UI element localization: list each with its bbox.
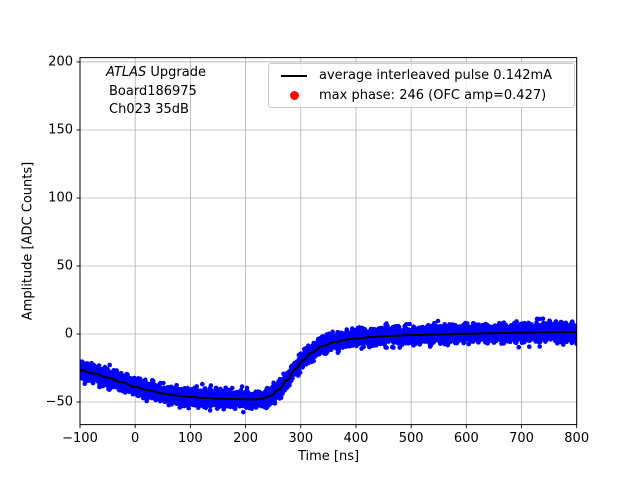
y-tick-label: 150 [48, 122, 73, 138]
x-tick-label: 800 [564, 431, 590, 446]
annotation-line-3: Ch023 35dB [109, 102, 189, 117]
annotation-upgrade: Upgrade [146, 65, 206, 80]
x-tick-label: 400 [343, 431, 369, 446]
annotation-experiment: ATLAS [106, 65, 147, 80]
legend-entry-max-phase: max phase: 246 (OFC amp=0.427) [269, 86, 574, 105]
x-tick-label: 0 [131, 431, 140, 446]
x-tick-label: 700 [509, 431, 534, 446]
y-tick-label: −50 [45, 394, 73, 410]
y-axis-label: Amplitude [ADC Counts] [20, 161, 36, 321]
annotation-block: ATLAS Upgrade Board186975 Ch023 35dB [106, 64, 206, 120]
annotation-line-2: Board186975 [109, 83, 197, 99]
x-tick-label: −100 [62, 431, 98, 446]
legend-line-swatch-icon [277, 74, 311, 77]
legend-label-average-pulse: average interleaved pulse 0.142mA [319, 68, 553, 84]
x-tick-label: 600 [453, 431, 479, 446]
y-tick-label: 0 [64, 326, 73, 342]
legend-dot-swatch-icon [277, 90, 311, 100]
legend: average interleaved pulse 0.142mA max ph… [268, 63, 575, 108]
y-tick-label: 200 [48, 54, 73, 70]
y-tick-label: 50 [56, 258, 73, 274]
x-tick-label: 100 [177, 431, 203, 446]
x-tick-label: 500 [398, 431, 424, 446]
annotation-line-1: ATLAS Upgrade [106, 64, 206, 83]
x-axis-label: Time [ns] [297, 449, 360, 464]
x-tick-label: 200 [233, 431, 258, 446]
legend-entry-average-pulse: average interleaved pulse 0.142mA [269, 66, 574, 85]
y-tick-label: 100 [48, 190, 73, 206]
legend-label-max-phase: max phase: 246 (OFC amp=0.427) [319, 87, 547, 103]
x-tick-label: 300 [288, 431, 314, 446]
